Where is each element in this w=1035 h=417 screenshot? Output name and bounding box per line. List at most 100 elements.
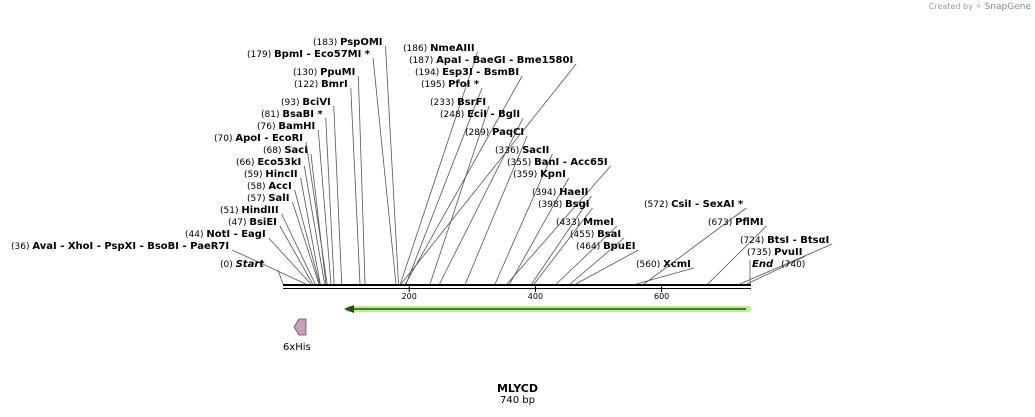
site-position: (336) <box>495 146 522 156</box>
restriction-site: (76) BamHI <box>257 121 332 285</box>
enzyme-name: BanI <box>534 157 559 168</box>
site-position: (81) <box>261 110 282 120</box>
svg-text:(195) PfoI *: (195) PfoI * <box>421 79 480 90</box>
site-position: (233) <box>430 98 457 108</box>
svg-text:(183) PspOMI: (183) PspOMI <box>313 37 383 48</box>
site-position: (130) <box>293 68 320 78</box>
restriction-site: (179) BpmI - Eco57MI * <box>247 49 397 285</box>
site-position: (179) <box>247 50 274 60</box>
restriction-site: (122) BmrI <box>294 79 361 285</box>
site-leader-line <box>555 225 618 285</box>
svg-text:(289) PaqCI: (289) PaqCI <box>465 127 524 138</box>
site-leader-line <box>317 129 332 285</box>
svg-text:(735) PvuII: (735) PvuII <box>747 247 802 258</box>
restriction-site: (36) AvaI - XhoI - PspXI - BsoBI - PaeR7… <box>11 241 306 285</box>
site-position: (93) <box>281 98 302 108</box>
site-position: (673) <box>708 218 735 228</box>
restriction-site: (433) MmeI <box>555 217 618 285</box>
site-leader-line <box>300 177 321 285</box>
site-leader-line <box>305 141 328 285</box>
enzyme-name: AccI <box>268 181 291 192</box>
svg-text:(464) BpuEI: (464) BpuEI <box>576 241 636 252</box>
credit-prefix: Created by <box>928 2 973 11</box>
restriction-site: (455) BsaI <box>569 229 625 285</box>
restriction-site: (183) PspOMI <box>313 37 399 285</box>
restriction-site: (57) SalI <box>247 193 320 285</box>
enzyme-name: Start <box>236 259 266 270</box>
enzyme-name: Eco53kI <box>257 157 301 168</box>
site-position: (47) <box>228 218 249 228</box>
restriction-site: (70) ApoI - EcoRI <box>214 133 328 285</box>
enzyme-name: BtsαI <box>800 235 829 246</box>
snapgene-logo-icon: ✧ <box>975 2 983 11</box>
svg-text:(93) BciVI: (93) BciVI <box>281 97 331 108</box>
restriction-site: (735) PvuII <box>746 247 806 285</box>
site-position: (70) <box>214 134 235 144</box>
enzyme-name: HindIII <box>241 205 278 216</box>
site-position: (66) <box>236 158 257 168</box>
restriction-site: (51) HindIII <box>220 205 316 285</box>
enzyme-name: SexAI * <box>703 199 744 210</box>
svg-text:(76) BamHI: (76) BamHI <box>257 121 315 132</box>
site-leader-line <box>429 105 490 285</box>
site-leader-line <box>465 135 528 285</box>
site-leader-line <box>294 189 320 285</box>
enzyme-name: PspXI <box>104 241 136 252</box>
enzyme-name: PaeR7I <box>190 241 229 252</box>
enzyme-name: Eco57MI * <box>314 49 371 60</box>
restriction-site: (394) HaeII <box>531 187 592 285</box>
svg-text:(130) PpuMI: (130) PpuMI <box>293 67 355 78</box>
restriction-site: (233) BsrFI <box>429 97 490 285</box>
site-leader-line <box>439 117 524 285</box>
svg-text:(394) HaeII: (394) HaeII <box>532 187 588 198</box>
enzyme-name: HincII <box>265 169 297 180</box>
enzyme-name: BsoBI <box>147 241 179 252</box>
enzyme-name: CsiI <box>671 199 691 210</box>
svg-text:(179) BpmI - Eco57MI *: (179) BpmI - Eco57MI * <box>247 49 371 60</box>
ruler-label: 400 <box>528 292 543 301</box>
site-leader-line <box>279 225 314 285</box>
feature-label: 6xHis <box>283 342 311 353</box>
enzyme-name: PvuII <box>774 247 802 258</box>
site-leader-line <box>707 225 767 285</box>
site-leader-line <box>636 267 694 285</box>
enzyme-name: BsgI <box>565 199 589 210</box>
svg-text:(57) SalI: (57) SalI <box>247 193 289 204</box>
enzyme-name: HaeII <box>559 187 588 198</box>
site-leader-line <box>310 153 327 285</box>
enzyme-name: BsiEI <box>249 217 277 228</box>
svg-text:(68) SacI: (68) SacI <box>263 145 308 156</box>
enzyme-name: NmeAIII <box>430 43 474 54</box>
svg-text:(47) BsiEI: (47) BsiEI <box>228 217 277 228</box>
restriction-site: (44) NotI - EagI <box>185 229 312 285</box>
site-position: (68) <box>263 146 284 156</box>
site-position: (51) <box>220 206 241 216</box>
enzyme-name: BsmBI <box>484 67 519 78</box>
site-leader-line <box>569 237 625 285</box>
site-leader-line <box>281 213 316 285</box>
sequence-name: MLYCD <box>496 382 539 395</box>
enzyme-name: XhoI <box>68 241 93 252</box>
svg-text:(66) Eco53kI: (66) Eco53kI <box>236 157 301 168</box>
site-position: (394) <box>532 188 559 198</box>
restriction-site: (47) BsiEI <box>228 217 314 285</box>
site-position: (195) <box>421 80 448 90</box>
site-leader-line <box>385 45 399 285</box>
site-leader-line <box>506 165 611 285</box>
site-position: (355) <box>507 158 534 168</box>
svg-text:(44) NotI - EagI: (44) NotI - EagI <box>185 229 266 240</box>
site-position: (186) <box>403 44 430 54</box>
svg-text:(560) XcmI: (560) XcmI <box>636 259 691 270</box>
enzyme-name: BpuEI <box>603 241 635 252</box>
enzyme-name: PaqCI <box>492 127 524 138</box>
restriction-site: (359) KpnI <box>509 169 570 285</box>
svg-text:(673) PflMI: (673) PflMI <box>708 217 763 228</box>
site-leader-line <box>400 51 478 285</box>
restriction-site: (59) HincII <box>244 169 321 285</box>
svg-text:(359) KpnI: (359) KpnI <box>513 169 566 180</box>
enzyme-name: Esp3I <box>442 67 473 78</box>
svg-text:(81) BsaBI *: (81) BsaBI * <box>261 109 323 120</box>
enzyme-name: ApaI <box>436 55 461 66</box>
site-leader-line <box>350 87 361 285</box>
